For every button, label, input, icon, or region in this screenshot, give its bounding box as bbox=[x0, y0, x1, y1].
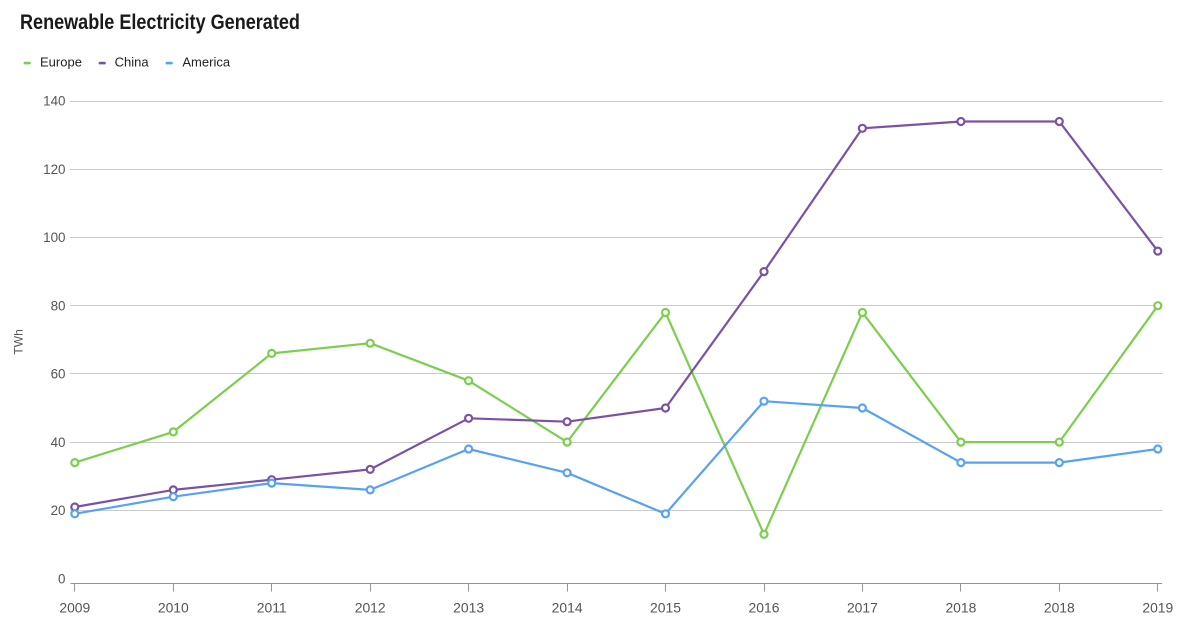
svg-text:2012: 2012 bbox=[355, 599, 386, 615]
svg-text:TWh: TWh bbox=[12, 329, 26, 354]
svg-text:2014: 2014 bbox=[552, 599, 583, 615]
svg-text:Europe: Europe bbox=[40, 54, 82, 69]
svg-text:80: 80 bbox=[51, 298, 66, 313]
svg-text:2015: 2015 bbox=[650, 599, 681, 615]
svg-text:2019: 2019 bbox=[1142, 599, 1173, 615]
svg-text:140: 140 bbox=[43, 94, 65, 109]
svg-text:100: 100 bbox=[43, 230, 65, 245]
svg-text:2016: 2016 bbox=[749, 599, 780, 615]
svg-text:2011: 2011 bbox=[257, 599, 287, 615]
svg-text:60: 60 bbox=[51, 367, 66, 382]
svg-text:America: America bbox=[182, 54, 230, 69]
svg-text:2010: 2010 bbox=[158, 599, 189, 615]
svg-text:2018: 2018 bbox=[945, 599, 976, 615]
svg-text:0: 0 bbox=[58, 571, 65, 586]
svg-text:20: 20 bbox=[51, 503, 66, 518]
svg-text:2009: 2009 bbox=[59, 599, 90, 615]
svg-text:China: China bbox=[115, 54, 150, 69]
svg-text:2018: 2018 bbox=[1044, 599, 1075, 615]
svg-text:40: 40 bbox=[51, 435, 66, 450]
svg-text:120: 120 bbox=[43, 162, 65, 177]
svg-text:2013: 2013 bbox=[453, 599, 484, 615]
svg-text:2017: 2017 bbox=[847, 599, 878, 615]
